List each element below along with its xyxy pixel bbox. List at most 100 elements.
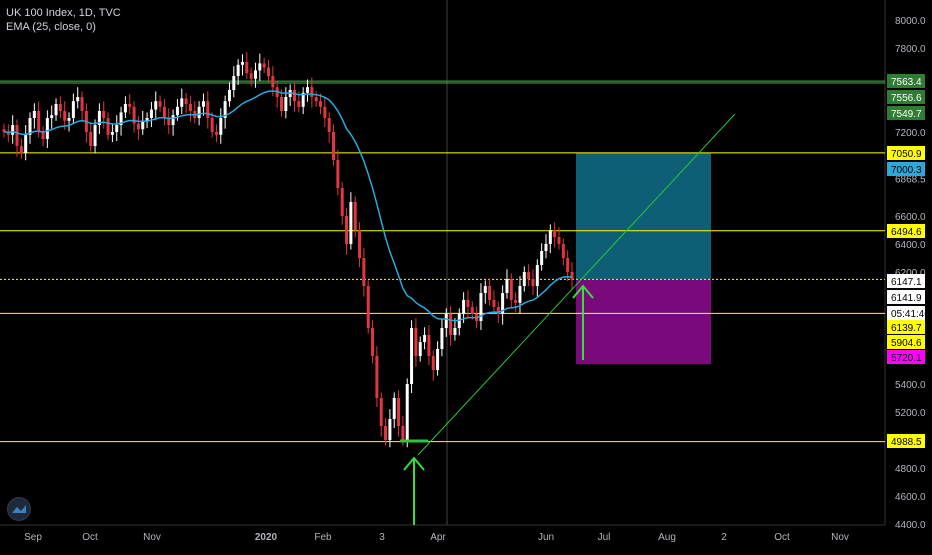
candle-body[interactable] bbox=[527, 272, 531, 279]
candle-body[interactable] bbox=[45, 118, 49, 139]
candle-body[interactable] bbox=[171, 115, 175, 125]
candle-body[interactable] bbox=[340, 188, 344, 216]
price-level-badge[interactable] bbox=[887, 74, 925, 88]
candle-body[interactable] bbox=[258, 63, 262, 71]
candle-body[interactable] bbox=[236, 64, 240, 76]
ema-line[interactable] bbox=[3, 90, 573, 322]
price-level-badge[interactable] bbox=[887, 306, 925, 320]
candle-body[interactable] bbox=[479, 293, 483, 321]
candle-body[interactable] bbox=[470, 307, 474, 314]
candle-body[interactable] bbox=[227, 90, 231, 102]
candle-body[interactable] bbox=[501, 293, 505, 314]
candle-body[interactable] bbox=[570, 272, 574, 280]
ema-indicator-label[interactable]: EMA (25, close, 0) bbox=[6, 21, 96, 33]
price-level-badge[interactable] bbox=[887, 106, 925, 120]
candle-body[interactable] bbox=[11, 125, 15, 135]
candle-body[interactable] bbox=[253, 70, 257, 79]
candle-body[interactable] bbox=[449, 314, 453, 335]
candle-body[interactable] bbox=[488, 286, 492, 300]
candle-body[interactable] bbox=[188, 104, 192, 111]
chart-title[interactable]: UK 100 Index, 1D, TVC bbox=[6, 7, 121, 19]
candle-body[interactable] bbox=[63, 111, 67, 121]
candle-body[interactable] bbox=[50, 115, 54, 118]
candle-body[interactable] bbox=[540, 251, 544, 265]
candle-body[interactable] bbox=[24, 134, 28, 153]
candle-body[interactable] bbox=[119, 112, 123, 125]
candle-body[interactable] bbox=[362, 258, 366, 286]
candle-body[interactable] bbox=[219, 118, 223, 135]
candle-body[interactable] bbox=[41, 132, 45, 139]
candle-body[interactable] bbox=[505, 279, 509, 293]
candle-body[interactable] bbox=[279, 97, 283, 111]
candle-body[interactable] bbox=[440, 328, 444, 349]
candle-body[interactable] bbox=[37, 111, 41, 132]
candle-body[interactable] bbox=[297, 101, 301, 107]
stop-loss-zone[interactable] bbox=[576, 279, 711, 365]
candle-body[interactable] bbox=[544, 244, 548, 251]
candle-body[interactable] bbox=[262, 63, 266, 68]
candle-body[interactable] bbox=[566, 258, 570, 272]
candle-body[interactable] bbox=[548, 230, 552, 244]
candle-body[interactable] bbox=[123, 104, 127, 113]
candle-body[interactable] bbox=[136, 123, 140, 130]
candle-body[interactable] bbox=[240, 62, 244, 65]
candle-body[interactable] bbox=[145, 118, 149, 121]
candle-body[interactable] bbox=[371, 328, 375, 356]
candle-body[interactable] bbox=[184, 98, 188, 104]
price-level-badge[interactable] bbox=[887, 434, 925, 448]
profit-target-zone[interactable] bbox=[576, 152, 711, 280]
candle-body[interactable] bbox=[2, 129, 6, 132]
candle-body[interactable] bbox=[444, 314, 448, 328]
candle-body[interactable] bbox=[314, 97, 318, 102]
candle-body[interactable] bbox=[206, 101, 210, 118]
candle-body[interactable] bbox=[141, 120, 145, 130]
candle-body[interactable] bbox=[310, 87, 314, 97]
candle-body[interactable] bbox=[210, 118, 214, 132]
tradingview-logo-icon[interactable] bbox=[7, 497, 31, 521]
candle-body[interactable] bbox=[175, 106, 179, 116]
candle-body[interactable] bbox=[358, 230, 362, 258]
candle-body[interactable] bbox=[249, 73, 253, 79]
price-level-badge[interactable] bbox=[887, 335, 925, 349]
candle-body[interactable] bbox=[379, 398, 383, 426]
candle-body[interactable] bbox=[345, 216, 349, 244]
candle-body[interactable] bbox=[509, 279, 513, 300]
candle-body[interactable] bbox=[197, 106, 201, 118]
candle-body[interactable] bbox=[132, 106, 136, 124]
candle-body[interactable] bbox=[414, 328, 418, 356]
trend-line[interactable] bbox=[417, 113, 736, 456]
arrow-up-icon-head[interactable] bbox=[403, 456, 425, 471]
candle-body[interactable] bbox=[535, 265, 539, 286]
candle-body[interactable] bbox=[518, 286, 522, 303]
candle-body[interactable] bbox=[76, 97, 80, 102]
candle-body[interactable] bbox=[392, 398, 396, 419]
candle-body[interactable] bbox=[522, 272, 526, 286]
candle-body[interactable] bbox=[214, 132, 218, 135]
candle-body[interactable] bbox=[496, 307, 500, 314]
candle-body[interactable] bbox=[245, 62, 249, 74]
price-level-badge[interactable] bbox=[887, 90, 925, 104]
price-level-badge[interactable] bbox=[887, 146, 925, 160]
price-level-badge[interactable] bbox=[887, 320, 925, 334]
price-level-badge[interactable] bbox=[887, 224, 925, 238]
candle-body[interactable] bbox=[366, 286, 370, 328]
candle-body[interactable] bbox=[162, 106, 166, 118]
candle-body[interactable] bbox=[293, 90, 297, 102]
candle-body[interactable] bbox=[19, 146, 23, 153]
candle-body[interactable] bbox=[102, 111, 106, 118]
candle-body[interactable] bbox=[71, 101, 75, 118]
candle-body[interactable] bbox=[453, 328, 457, 335]
candle-body[interactable] bbox=[423, 335, 427, 342]
candle-body[interactable] bbox=[115, 125, 119, 132]
candle-body[interactable] bbox=[483, 286, 487, 293]
candle-body[interactable] bbox=[110, 132, 114, 135]
candle-body[interactable] bbox=[466, 300, 470, 307]
candle-body[interactable] bbox=[223, 101, 227, 118]
candle-body[interactable] bbox=[232, 76, 236, 90]
candle-body[interactable] bbox=[15, 125, 19, 146]
candle-body[interactable] bbox=[323, 106, 327, 118]
candle-body[interactable] bbox=[427, 335, 431, 356]
candle-body[interactable] bbox=[384, 426, 388, 440]
candle-body[interactable] bbox=[388, 419, 392, 440]
candle-body[interactable] bbox=[327, 118, 331, 132]
